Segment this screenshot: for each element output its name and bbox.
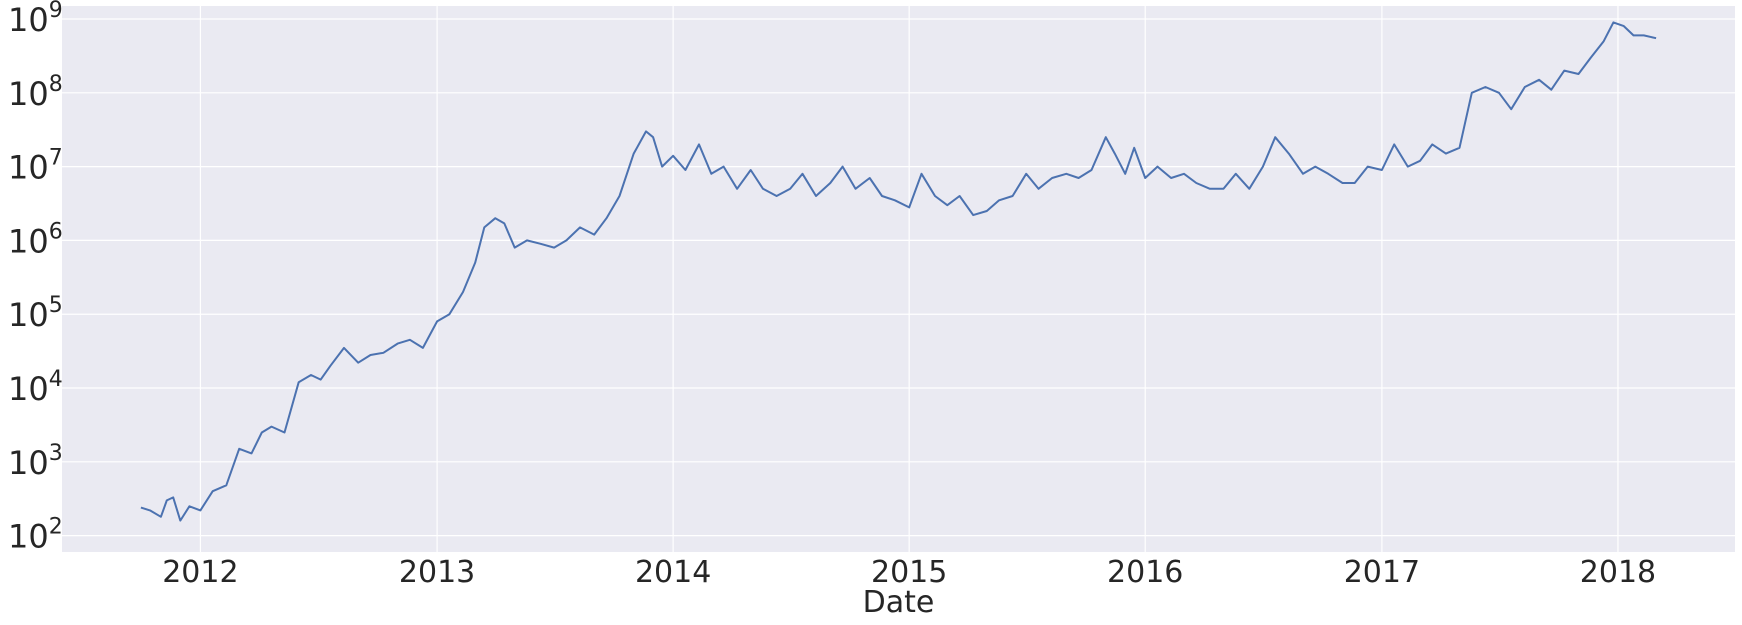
x-tick-labels: 2012 2013 2014 2015 2016 2017 2018 (162, 555, 1656, 590)
y-tick-labels: 102 103 104 105 106 107 108 109 (8, 0, 63, 556)
y-tick-label: 109 (8, 0, 63, 39)
x-tick-label: 2012 (162, 555, 238, 590)
x-tick-label: 2018 (1580, 555, 1656, 590)
y-tick-label: 104 (8, 367, 63, 408)
x-axis-label: Date (863, 585, 935, 620)
y-tick-label: 108 (8, 72, 63, 113)
x-tick-label: 2016 (1107, 555, 1183, 590)
series-line (140, 21, 1657, 522)
x-tick-label: 2013 (399, 555, 475, 590)
x-tick-label: 2017 (1344, 555, 1420, 590)
y-tick-label: 102 (8, 515, 63, 556)
grid-lines (62, 6, 1735, 552)
y-tick-label: 107 (8, 146, 63, 187)
x-tick-label: 2015 (871, 555, 947, 590)
y-tick-label: 106 (8, 219, 63, 260)
x-tick-label: 2014 (635, 555, 711, 590)
y-tick-label: 105 (8, 293, 63, 334)
y-tick-label: 103 (8, 441, 63, 482)
plot-background (62, 6, 1735, 552)
